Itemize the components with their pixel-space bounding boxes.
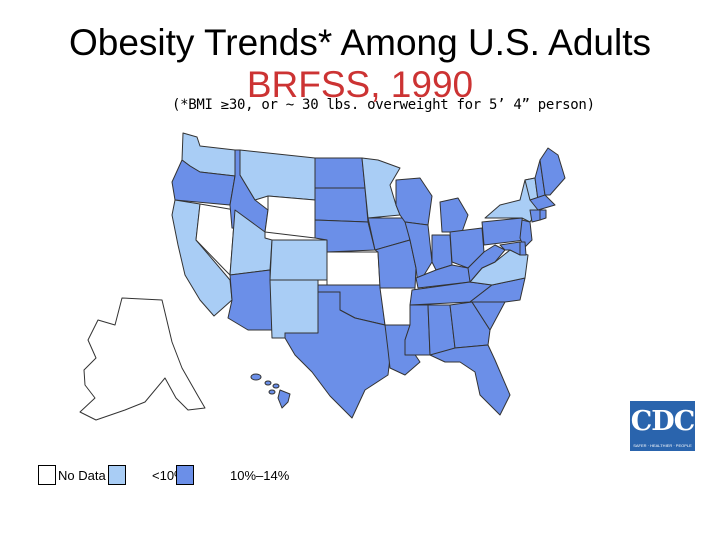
- state-ak: [79, 297, 206, 421]
- subtitle: (*BMI ≥30, or ~ 30 lbs. overweight for 5…: [172, 97, 595, 113]
- state-sd: [314, 187, 369, 223]
- cdc-logo: CDC SAFER · HEALTHIER · PEOPLE: [630, 401, 695, 451]
- state-ma: [529, 194, 556, 211]
- state-ks: [326, 251, 381, 286]
- cdc-logo-text: CDC: [630, 406, 695, 437]
- state-wy: [264, 195, 316, 239]
- state-nm: [269, 279, 319, 339]
- state-wv: [467, 244, 506, 283]
- legend-swatch-10-14: [176, 465, 194, 485]
- state-ri: [539, 209, 547, 221]
- legend-swatch-no-data: [38, 465, 56, 485]
- state-pa: [481, 217, 526, 246]
- state-mi: [439, 197, 469, 233]
- state-ga: [449, 301, 491, 349]
- state-me: [539, 147, 566, 196]
- cdc-logo-tagline: SAFER · HEALTHIER · PEOPLE: [633, 443, 692, 448]
- state-co: [269, 239, 328, 281]
- state-mn: [361, 157, 401, 219]
- title-line-1: Obesity Trends* Among U.S. Adults: [68, 22, 651, 63]
- state-ct: [529, 209, 541, 223]
- state-va: [469, 249, 529, 286]
- state-in: [431, 234, 453, 271]
- legend-label-10-14: 10%–14%: [230, 468, 290, 483]
- state-nv: [195, 203, 236, 276]
- state-fl: [429, 344, 511, 416]
- legend-swatch-lt10: [108, 465, 126, 485]
- state-nd: [314, 157, 366, 189]
- state-de: [519, 241, 527, 256]
- state-mt: [239, 149, 316, 201]
- state-md: [499, 241, 521, 256]
- state-az: [227, 269, 273, 331]
- title-line-2: BRFSS, 1990: [246, 64, 474, 105]
- state-hi: [250, 373, 291, 409]
- state-tx: [284, 291, 393, 419]
- state-nj: [519, 219, 533, 249]
- legend-label-no-data: No Data: [58, 468, 106, 483]
